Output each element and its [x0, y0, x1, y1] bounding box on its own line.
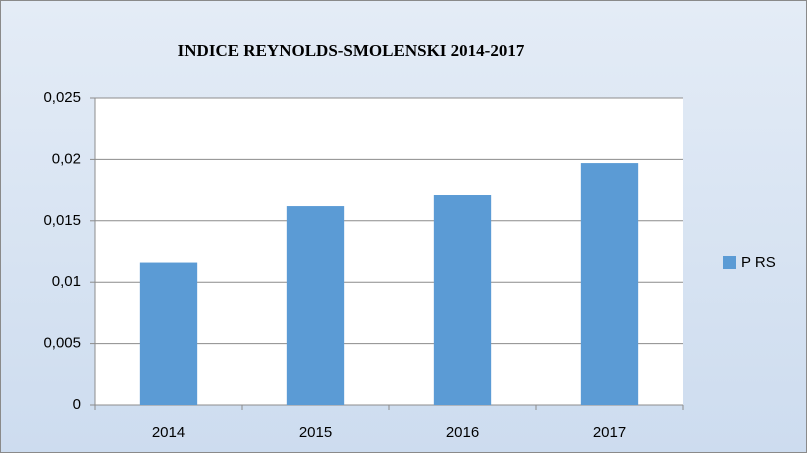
- x-tick-label: 2014: [152, 424, 185, 441]
- y-tick-label: 0: [73, 396, 81, 413]
- y-tick-label: 0,015: [43, 212, 81, 229]
- bar: [139, 262, 198, 405]
- legend-swatch: [723, 256, 736, 269]
- legend-label: P RS: [741, 254, 776, 271]
- x-tick-label: 2016: [446, 424, 479, 441]
- chart-title: INDICE REYNOLDS-SMOLENSKI 2014-2017: [178, 41, 525, 60]
- bar: [286, 206, 345, 405]
- x-tick-label: 2017: [593, 424, 626, 441]
- y-tick-label: 0,005: [43, 335, 81, 352]
- y-tick-label: 0,01: [52, 273, 81, 290]
- x-tick-label: 2015: [299, 424, 332, 441]
- y-tick-label: 0,025: [43, 89, 81, 106]
- bar: [580, 163, 639, 405]
- y-tick-label: 0,02: [52, 150, 81, 167]
- bar: [433, 195, 492, 405]
